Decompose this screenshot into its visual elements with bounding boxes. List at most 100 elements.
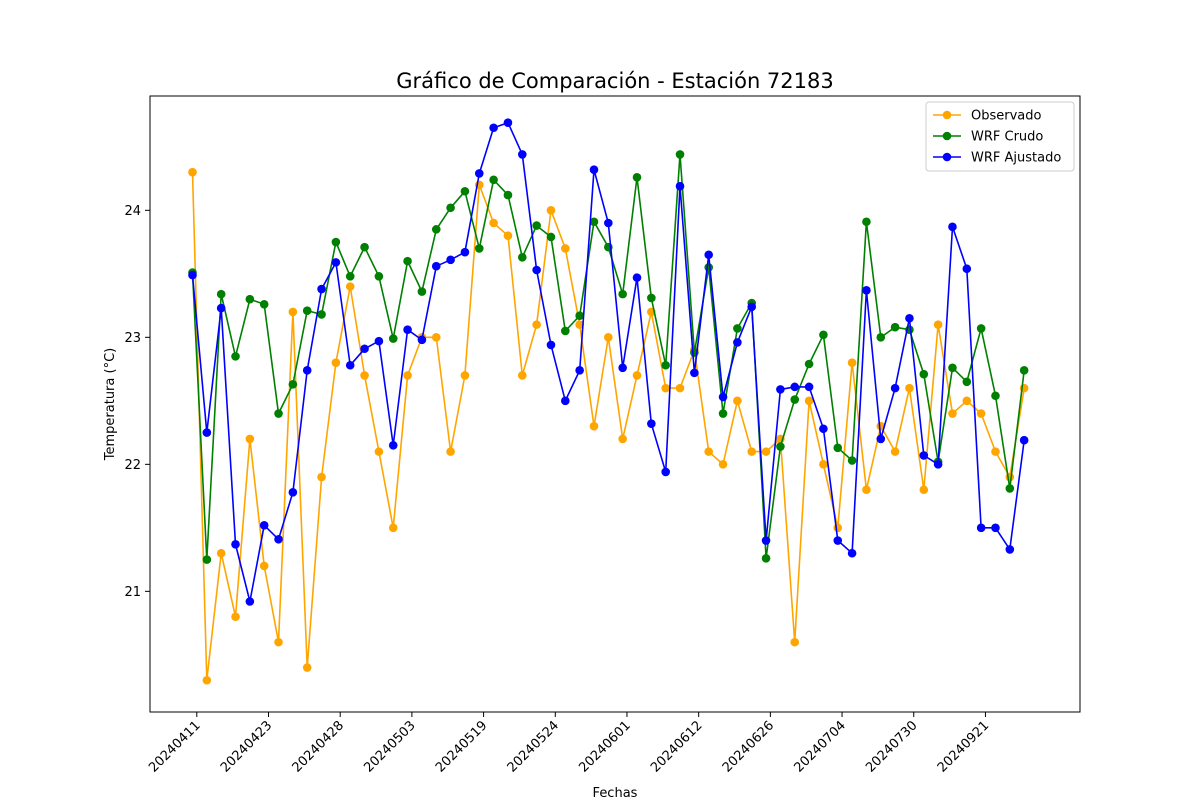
- data-point-observado: [503, 231, 513, 241]
- data-point-wrf-crudo: [776, 442, 785, 451]
- data-point-wrf-crudo: [417, 287, 427, 296]
- y-axis: 21 22 23 24: [124, 204, 150, 600]
- x-tick-label: 20240428: [290, 718, 347, 775]
- data-point-wrf-crudo: [790, 395, 800, 404]
- x-tick-label: 20240921: [935, 718, 992, 775]
- series-line-wrf-crudo: [191, 153, 1025, 561]
- data-point-wrf-crudo: [819, 330, 828, 340]
- x-tick-label: 20240704: [791, 718, 848, 775]
- legend-marker-observado: [942, 110, 952, 120]
- data-point-wrf-crudo: [331, 237, 341, 247]
- data-point-observado: [302, 663, 312, 672]
- data-point-wrf-ajustado: [532, 265, 541, 275]
- data-point-wrf-crudo: [991, 391, 1000, 401]
- data-point-wrf-ajustado: [374, 336, 384, 346]
- data-point-wrf-ajustado: [991, 523, 1000, 533]
- data-point-wrf-ajustado: [431, 261, 441, 271]
- data-point-observado: [747, 447, 757, 456]
- data-point-wrf-ajustado: [345, 360, 355, 370]
- legend-label-wrf-ajustado: WRF Ajustado: [971, 151, 1061, 166]
- data-point-wrf-crudo: [546, 232, 556, 242]
- data-point-wrf-ajustado: [862, 286, 871, 295]
- data-point-wrf-ajustado: [747, 302, 757, 312]
- data-point-wrf-crudo: [761, 554, 771, 563]
- data-point-observado: [202, 675, 212, 685]
- data-point-observado: [345, 282, 355, 291]
- data-point-wrf-ajustado: [231, 540, 240, 549]
- data-point-wrf-crudo: [890, 322, 900, 332]
- y-axis-label: Temperatura (°C): [103, 348, 118, 461]
- data-point-wrf-ajustado: [761, 536, 771, 545]
- data-point-observado: [360, 371, 369, 380]
- data-point-wrf-ajustado: [704, 250, 714, 260]
- data-point-wrf-ajustado: [460, 247, 470, 257]
- data-point-wrf-ajustado: [589, 165, 599, 174]
- data-point-wrf-ajustado: [274, 534, 283, 544]
- data-point-observado: [604, 333, 613, 342]
- x-tick-label: 20240524: [505, 718, 562, 775]
- data-point-observado: [919, 485, 929, 495]
- data-point-observado: [216, 548, 226, 558]
- data-point-wrf-crudo: [575, 311, 584, 321]
- data-point-wrf-crudo: [245, 294, 255, 304]
- x-tick-label: 20240730: [863, 718, 920, 775]
- data-point-observado: [618, 434, 627, 444]
- data-point-wrf-ajustado: [976, 523, 986, 533]
- data-point-observado: [632, 371, 642, 380]
- data-point-wrf-ajustado: [288, 487, 298, 497]
- data-point-wrf-ajustado: [403, 325, 412, 334]
- y-tick-label: 21: [124, 585, 141, 600]
- data-point-wrf-ajustado: [876, 434, 886, 444]
- data-point-observado: [561, 244, 570, 253]
- data-point-wrf-crudo: [976, 324, 986, 333]
- data-point-wrf-ajustado: [847, 548, 857, 558]
- data-point-wrf-crudo: [532, 221, 541, 230]
- data-point-wrf-ajustado: [474, 169, 484, 178]
- data-point-wrf-ajustado: [489, 123, 498, 133]
- data-point-wrf-crudo: [1005, 484, 1015, 493]
- data-point-wrf-crudo: [862, 217, 871, 227]
- data-point-observado: [790, 637, 800, 647]
- data-point-wrf-ajustado: [790, 382, 800, 392]
- data-point-wrf-ajustado: [647, 419, 656, 428]
- data-point-wrf-crudo: [202, 555, 212, 564]
- data-point-wrf-ajustado: [546, 340, 556, 350]
- data-point-wrf-crudo: [259, 299, 269, 309]
- data-point-wrf-ajustado: [905, 313, 914, 323]
- data-point-wrf-crudo: [317, 310, 326, 319]
- data-point-observado: [976, 409, 986, 418]
- data-point-wrf-ajustado: [933, 460, 943, 469]
- data-point-wrf-crudo: [474, 244, 484, 253]
- data-point-observado: [962, 396, 972, 406]
- data-point-wrf-crudo: [919, 369, 929, 379]
- data-point-wrf-ajustado: [675, 181, 685, 191]
- data-point-observado: [761, 447, 771, 456]
- plot-frame: [149, 95, 1081, 713]
- x-tick-label: 20240612: [648, 718, 705, 775]
- data-point-wrf-crudo: [360, 242, 369, 252]
- x-tick-label: 20240626: [720, 718, 777, 775]
- data-point-observado: [847, 358, 857, 368]
- data-point-wrf-ajustado: [216, 303, 226, 313]
- data-point-observado: [862, 485, 871, 495]
- data-point-observado: [274, 637, 283, 647]
- data-point-wrf-crudo: [733, 324, 742, 333]
- data-point-wrf-crudo: [675, 150, 685, 159]
- data-point-observado: [991, 447, 1000, 456]
- x-tick-label: 20240519: [433, 718, 490, 775]
- data-point-wrf-ajustado: [245, 597, 255, 606]
- data-point-wrf-crudo: [833, 443, 843, 453]
- data-point-wrf-crudo: [431, 225, 441, 234]
- data-point-observado: [403, 371, 412, 380]
- data-point-wrf-crudo: [647, 293, 656, 303]
- x-tick-label: 20240423: [218, 718, 275, 775]
- data-point-wrf-ajustado: [890, 383, 900, 393]
- data-point-wrf-crudo: [302, 306, 312, 315]
- data-point-wrf-ajustado: [948, 222, 957, 232]
- data-point-observado: [331, 358, 341, 368]
- data-point-wrf-crudo: [231, 352, 240, 361]
- x-axis: 20240411 20240423 20240428 20240503 20240519…: [146, 712, 992, 776]
- data-point-wrf-ajustado: [417, 335, 427, 345]
